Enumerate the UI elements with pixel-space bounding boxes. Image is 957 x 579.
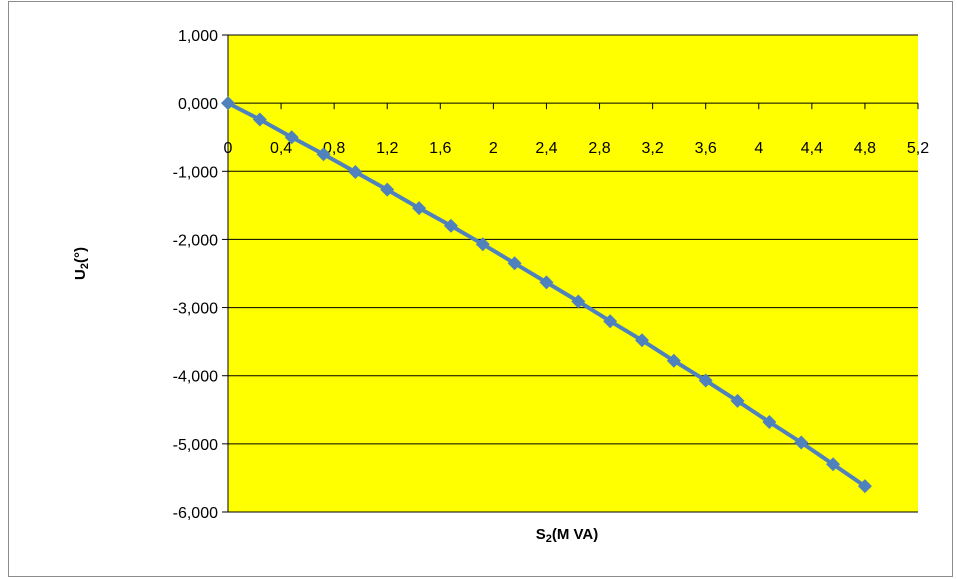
x-axis-title-unit: (M VA) xyxy=(552,526,598,543)
data-point xyxy=(380,182,395,197)
data-point xyxy=(762,415,777,430)
x-tick-label: 2,4 xyxy=(535,140,557,157)
x-tick-label: 1,6 xyxy=(429,140,451,157)
data-point xyxy=(443,218,458,233)
x-tick-label: 0,4 xyxy=(270,140,292,157)
data-point xyxy=(539,275,554,290)
axes xyxy=(222,34,919,513)
x-tick-labels: 0 0,4 0,8 1,2 1,6 2 2,4 2,8 3,2 3,6 4 4,4 4,8 5,2 xyxy=(224,140,930,157)
y-tick-label: -1,000 xyxy=(173,164,218,181)
data-point xyxy=(348,164,363,179)
data-point xyxy=(221,96,235,111)
y-tick-label: -6,000 xyxy=(173,505,218,522)
data-point xyxy=(475,237,490,252)
x-tick-label: 2 xyxy=(489,140,498,157)
y-tick-labels: 1,000 0,000 -1,000 -2,000 -3,000 -4,000 -5,000… xyxy=(173,28,218,522)
data-point xyxy=(730,393,745,408)
data-point xyxy=(826,457,841,472)
data-point xyxy=(252,112,267,127)
data-point xyxy=(316,147,331,162)
x-tick-label: 0 xyxy=(224,140,233,157)
data-point xyxy=(635,333,649,348)
y-tick-label: -2,000 xyxy=(173,232,218,249)
x-tick-label: 3,2 xyxy=(641,140,663,157)
y-tick-label: -5,000 xyxy=(173,437,218,454)
data-point xyxy=(857,479,872,494)
y-tick-label: 1,000 xyxy=(178,28,218,45)
data-point xyxy=(412,201,427,216)
y-tick-label: -3,000 xyxy=(173,301,218,318)
x-tick-label: 3,6 xyxy=(695,140,717,157)
x-tick-label: 2,8 xyxy=(588,140,610,157)
data-point xyxy=(571,294,586,309)
y-tick-label: -4,000 xyxy=(173,369,218,386)
x-tick-label: 1,2 xyxy=(376,140,398,157)
y-axis-title-unit: (°) xyxy=(72,247,89,263)
x-axis-title-main: S xyxy=(536,526,546,543)
data-point xyxy=(698,373,713,388)
x-tick-label: 4,8 xyxy=(854,140,876,157)
data-point xyxy=(507,256,522,271)
y-axis-title-main: U xyxy=(72,269,89,280)
x-axis-title: S2(M VA) xyxy=(536,526,599,545)
y-tick-label: 0,000 xyxy=(178,96,218,113)
x-tick-label: 4 xyxy=(754,140,763,157)
y-axis-title-subscript: 2 xyxy=(79,263,91,269)
x-axis-title-subscript: 2 xyxy=(546,533,552,545)
data-point xyxy=(666,353,681,368)
y-axis-title: U2(°) xyxy=(72,247,91,280)
series xyxy=(221,96,872,494)
x-tick-label: 4,4 xyxy=(801,140,823,157)
x-tick-label: 5,2 xyxy=(907,140,929,157)
data-point xyxy=(794,435,809,450)
data-point xyxy=(284,130,299,145)
data-point xyxy=(603,314,618,329)
plot-area xyxy=(228,35,918,512)
